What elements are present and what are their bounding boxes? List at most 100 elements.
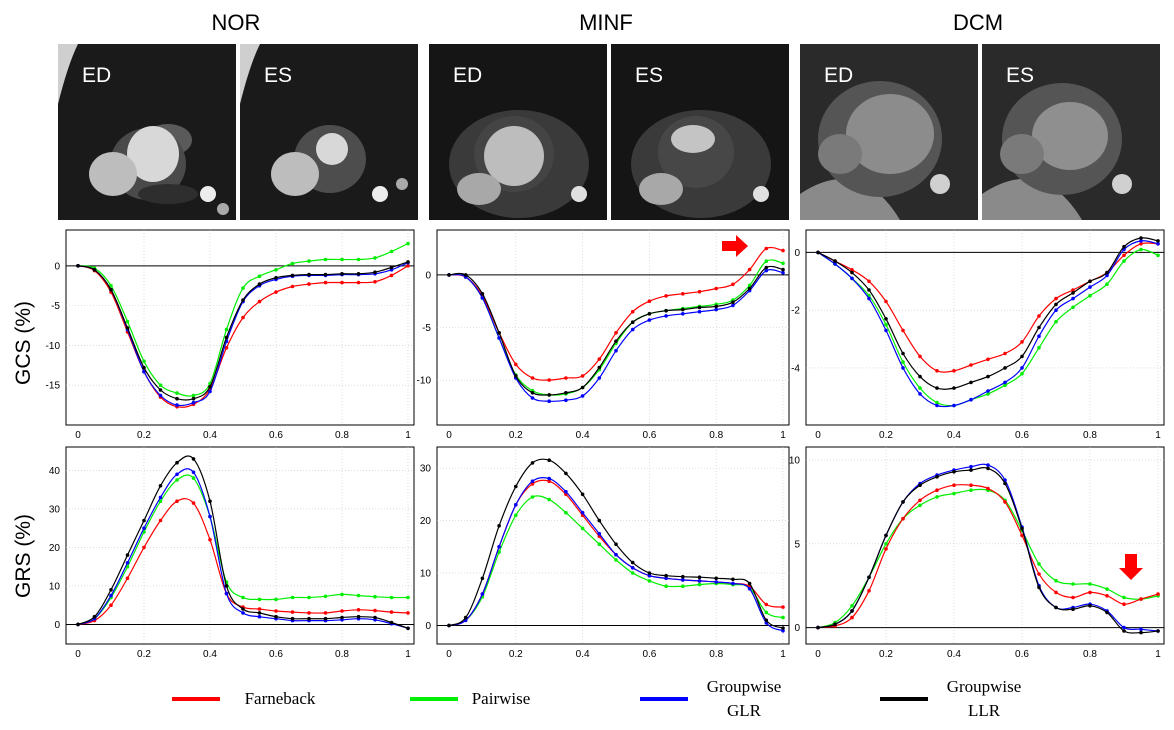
data-point-groupwise-glr xyxy=(497,336,501,340)
data-point-groupwise-glr xyxy=(547,399,551,404)
data-point-groupwise-llr xyxy=(564,391,568,395)
data-point-groupwise-glr xyxy=(564,489,568,494)
chart-frame xyxy=(436,446,790,645)
data-point-groupwise-llr xyxy=(175,460,179,465)
data-point-groupwise-llr xyxy=(747,581,752,586)
data-point-farneback xyxy=(614,331,618,335)
data-point-farneback xyxy=(373,280,377,284)
data-point-groupwise-glr xyxy=(158,495,163,500)
data-point-groupwise-llr xyxy=(1139,630,1143,635)
x-tick-label: 0 xyxy=(75,430,81,441)
data-point-groupwise-llr xyxy=(340,272,344,276)
data-point-pairwise xyxy=(781,615,785,620)
mri-minf-es-label: ES xyxy=(635,64,664,87)
data-point-groupwise-llr xyxy=(614,339,618,344)
data-point-pairwise xyxy=(850,604,854,608)
data-point-groupwise-llr xyxy=(1088,604,1092,608)
y-tick-label: 30 xyxy=(420,464,432,475)
data-point-groupwise-glr xyxy=(125,561,130,565)
data-point-groupwise-llr xyxy=(389,265,394,270)
data-point-groupwise-glr xyxy=(514,503,518,507)
data-point-groupwise-llr xyxy=(1105,270,1109,275)
data-point-pairwise xyxy=(1071,305,1075,310)
x-tick-label: 1 xyxy=(780,430,786,441)
mri-minf-es: ES xyxy=(611,44,789,220)
data-point-groupwise-llr xyxy=(1088,279,1092,284)
mri-minf-ed: ED xyxy=(429,44,607,220)
data-point-groupwise-llr xyxy=(867,575,871,580)
x-tick-label: 1 xyxy=(1155,649,1161,660)
data-point-groupwise-llr xyxy=(373,615,377,620)
data-point-groupwise-llr xyxy=(918,374,922,379)
y-tick-label: -5 xyxy=(51,301,60,312)
data-point-farneback xyxy=(952,483,956,488)
chart-gcs-minf: 0 0.2 0.4 0.6 0.8 1 0 -5 -10 xyxy=(417,229,790,441)
annotation-arrow-down-icon xyxy=(1119,554,1143,580)
data-point-farneback xyxy=(901,516,905,521)
data-point-farneback xyxy=(530,482,535,486)
data-point-farneback xyxy=(1105,594,1109,598)
data-point-farneback xyxy=(1054,296,1058,301)
x-tick-label: 0.4 xyxy=(576,430,590,441)
data-point-farneback xyxy=(191,501,196,505)
x-tick-label: 0.8 xyxy=(335,649,349,660)
data-point-farneback xyxy=(142,545,146,550)
data-point-pairwise xyxy=(901,360,905,364)
data-point-pairwise xyxy=(274,597,278,602)
y-tick-label: 20 xyxy=(420,516,432,527)
data-point-groupwise-llr xyxy=(647,571,652,575)
data-point-groupwise-llr xyxy=(497,524,501,528)
data-point-groupwise-llr xyxy=(764,618,769,623)
data-point-farneback xyxy=(389,273,394,278)
data-point-pairwise xyxy=(307,595,311,600)
data-point-groupwise-llr xyxy=(257,282,262,286)
data-point-groupwise-glr xyxy=(781,629,785,633)
data-point-groupwise-llr xyxy=(580,385,585,390)
data-point-groupwise-glr xyxy=(175,472,179,477)
data-point-groupwise-llr xyxy=(597,518,602,523)
data-point-pairwise xyxy=(647,579,652,583)
data-point-pairwise xyxy=(1156,253,1160,258)
data-point-groupwise-llr xyxy=(986,466,990,471)
data-point-groupwise-glr xyxy=(597,531,602,536)
data-point-farneback xyxy=(1139,597,1143,601)
data-point-pairwise xyxy=(952,491,956,496)
data-point-groupwise-glr xyxy=(935,403,939,408)
column-title-nor: NOR xyxy=(211,10,261,35)
data-point-groupwise-llr xyxy=(1054,605,1058,610)
x-tick-label: 0.2 xyxy=(879,649,893,660)
data-point-pairwise xyxy=(191,393,196,398)
data-point-groupwise-llr xyxy=(480,292,485,296)
data-point-groupwise-llr xyxy=(241,298,245,302)
data-point-groupwise-llr xyxy=(681,307,685,312)
data-point-groupwise-llr xyxy=(781,267,785,272)
data-point-groupwise-llr xyxy=(208,385,212,389)
data-point-groupwise-llr xyxy=(497,331,501,335)
data-point-farneback xyxy=(373,608,377,613)
data-point-pairwise xyxy=(290,261,295,266)
data-point-groupwise-llr xyxy=(935,386,939,390)
data-point-groupwise-llr xyxy=(406,260,410,264)
data-point-groupwise-glr xyxy=(580,510,585,515)
data-point-groupwise-glr xyxy=(1003,380,1007,385)
data-point-farneback xyxy=(867,589,871,593)
data-point-pairwise xyxy=(406,595,410,600)
data-point-pairwise xyxy=(389,249,394,254)
x-tick-label: 0.8 xyxy=(335,430,349,441)
data-point-groupwise-glr xyxy=(530,479,535,484)
data-point-groupwise-glr xyxy=(547,476,551,481)
legend-line-farneback xyxy=(172,697,220,701)
data-point-groupwise-llr xyxy=(764,265,769,270)
data-point-farneback xyxy=(547,479,551,484)
x-tick-label: 0 xyxy=(446,649,452,660)
data-point-groupwise-glr xyxy=(241,611,245,615)
x-tick-label: 0 xyxy=(446,430,452,441)
data-point-farneback xyxy=(323,611,328,615)
chart-frame xyxy=(65,446,415,645)
data-point-groupwise-glr xyxy=(109,593,113,598)
data-point-farneback xyxy=(1122,602,1126,606)
data-point-groupwise-llr xyxy=(514,484,518,489)
data-point-pairwise xyxy=(340,592,344,597)
data-point-groupwise-glr xyxy=(191,400,196,405)
